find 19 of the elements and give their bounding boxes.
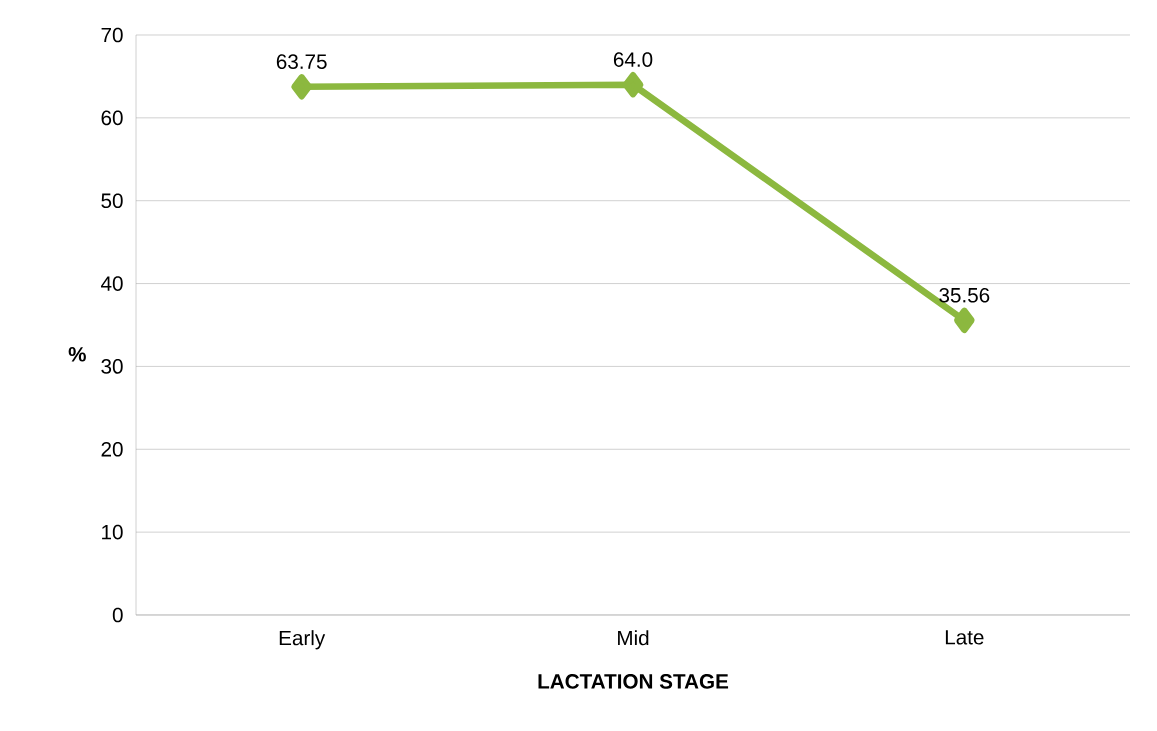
y-tick-label: 10 [102, 524, 123, 540]
y-tick-label: 50 [101, 193, 123, 209]
data-label: 35.56 [939, 287, 990, 303]
y-tick-label: 40 [101, 276, 123, 291]
point [622, 72, 644, 98]
data-label: 64.0 [613, 52, 653, 67]
x-tick-label: Mid [618, 630, 649, 646]
y-tick-label: 0 [112, 607, 123, 623]
x-tick-label: Late [945, 630, 984, 645]
y-tick-label: 20 [101, 441, 123, 457]
point [291, 74, 313, 100]
data-label: 63.75 [276, 54, 327, 69]
point [953, 307, 975, 334]
x-tick-label: Early [279, 630, 326, 650]
y-axis-title: % [68, 347, 86, 362]
y-tick-label: 30 [101, 359, 123, 374]
y-tick-label: 60 [101, 110, 123, 126]
y-tick-label: 70 [101, 27, 123, 43]
x-axis-title: LACTATION STAGE [538, 674, 729, 689]
